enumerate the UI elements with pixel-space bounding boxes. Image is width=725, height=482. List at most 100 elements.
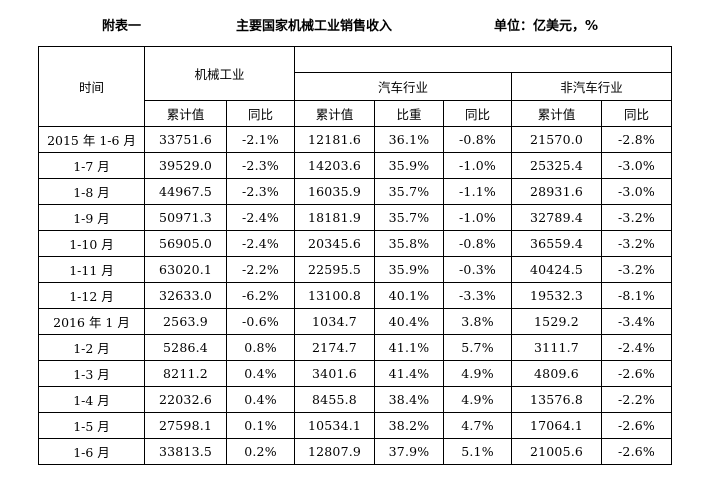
table-row: 1-4 月 22032.6 0.4% 8455.8 38.4% 4.9% 13576.8 -2… xyxy=(38,386,672,413)
cell-non-auto-cum: 13576.8 xyxy=(511,386,602,413)
header-auto-yoy: 同比 xyxy=(443,100,512,127)
cell-machinery-yoy: -2.3% xyxy=(226,178,295,205)
cell-auto-cum: 8455.8 xyxy=(294,386,375,413)
cell-non-auto-cum: 1529.2 xyxy=(511,308,602,335)
cell-auto-share: 38.4% xyxy=(374,386,444,413)
cell-non-auto-yoy: -2.4% xyxy=(601,334,672,361)
cell-machinery-cum: 8211.2 xyxy=(144,360,227,387)
cell-auto-yoy: -1.0% xyxy=(443,204,512,231)
cell-auto-cum: 2174.7 xyxy=(294,334,375,361)
cell-machinery-yoy: 0.4% xyxy=(226,360,295,387)
header-non-auto: 非汽车行业 xyxy=(511,72,672,101)
cell-machinery-cum: 22032.6 xyxy=(144,386,227,413)
cell-machinery-yoy: -2.2% xyxy=(226,256,295,283)
cell-auto-yoy: -0.3% xyxy=(443,256,512,283)
cell-time: 1-5 月 xyxy=(38,412,145,439)
cell-non-auto-cum: 17064.1 xyxy=(511,412,602,439)
cell-machinery-yoy: -2.1% xyxy=(226,126,295,153)
cell-non-auto-yoy: -2.6% xyxy=(601,438,672,465)
cell-auto-cum: 3401.6 xyxy=(294,360,375,387)
cell-machinery-cum: 56905.0 xyxy=(144,230,227,257)
cell-time: 2015 年 1-6 月 xyxy=(38,126,145,153)
cell-non-auto-yoy: -3.2% xyxy=(601,230,672,257)
table-caption: 附表一 主要国家机械工业销售收入 单位：亿美元，% xyxy=(0,0,725,46)
cell-machinery-yoy: 0.2% xyxy=(226,438,295,465)
cell-machinery-yoy: 0.8% xyxy=(226,334,295,361)
cell-non-auto-cum: 25325.4 xyxy=(511,152,602,179)
table-row: 1-11 月 63020.1 -2.2% 22595.5 35.9% -0.3% 40424… xyxy=(38,256,672,283)
cell-machinery-cum: 39529.0 xyxy=(144,152,227,179)
cell-machinery-yoy: -0.6% xyxy=(226,308,295,335)
cell-non-auto-yoy: -2.2% xyxy=(601,386,672,413)
cell-non-auto-yoy: -8.1% xyxy=(601,282,672,309)
table-row: 1-5 月 27598.1 0.1% 10534.1 38.2% 4.7% 17064.1-… xyxy=(38,412,672,439)
cell-non-auto-yoy: -2.6% xyxy=(601,360,672,387)
cell-machinery-cum: 44967.5 xyxy=(144,178,227,205)
cell-auto-share: 40.4% xyxy=(374,308,444,335)
cell-auto-share: 40.1% xyxy=(374,282,444,309)
cell-time: 1-2 月 xyxy=(38,334,145,361)
cell-non-auto-cum: 32789.4 xyxy=(511,204,602,231)
cell-auto-cum: 18181.9 xyxy=(294,204,375,231)
cell-auto-yoy: -3.3% xyxy=(443,282,512,309)
header-non-auto-yoy: 同比 xyxy=(601,100,672,127)
table-title: 主要国家机械工业销售收入 xyxy=(236,19,393,34)
cell-machinery-yoy: -6.2% xyxy=(226,282,295,309)
cell-auto-yoy: 5.1% xyxy=(443,438,512,465)
table-row: 1-3 月 8211.2 0.4% 3401.6 41.4% 4.9% 4809.6 -2.6… xyxy=(38,360,672,387)
header-time: 时间 xyxy=(38,46,145,127)
cell-non-auto-yoy: -2.8% xyxy=(601,126,672,153)
cell-time: 2016 年 1 月 xyxy=(38,308,145,335)
cell-machinery-cum: 2563.9 xyxy=(144,308,227,335)
cell-auto-yoy: 4.9% xyxy=(443,360,512,387)
sales-revenue-table: 时间 机械工业 汽车行业 非汽车行业 累计值 同比 累计值 比重 同比 累计值 … xyxy=(38,45,672,465)
unit-label: 单位：亿美元，% xyxy=(494,19,599,34)
cell-auto-yoy: 4.7% xyxy=(443,412,512,439)
cell-auto-share: 35.8% xyxy=(374,230,444,257)
header-auto-share: 比重 xyxy=(374,100,444,127)
cell-machinery-cum: 63020.1 xyxy=(144,256,227,283)
cell-auto-yoy: -1.0% xyxy=(443,152,512,179)
cell-non-auto-yoy: -2.6% xyxy=(601,412,672,439)
cell-auto-share: 41.4% xyxy=(374,360,444,387)
cell-time: 1-6 月 xyxy=(38,438,145,465)
cell-auto-cum: 13100.8 xyxy=(294,282,375,309)
cell-auto-cum: 10534.1 xyxy=(294,412,375,439)
cell-auto-share: 35.7% xyxy=(374,204,444,231)
cell-non-auto-cum: 40424.5 xyxy=(511,256,602,283)
cell-auto-share: 37.9% xyxy=(374,438,444,465)
table-row: 1-2 月 5286.4 0.8% 2174.7 41.1% 5.7% 3111.7 -2.4… xyxy=(38,334,672,361)
table-row: 2016 年 1 月 2563.9 -0.6% 1034.7 40.4% 3.8% 1529… xyxy=(38,308,672,335)
cell-machinery-yoy: 0.1% xyxy=(226,412,295,439)
cell-auto-yoy: -0.8% xyxy=(443,230,512,257)
table-row: 2015 年 1-6 月 33751.6 -2.1% 12181.6 36.1% -0.8… xyxy=(38,126,672,153)
cell-auto-yoy: 3.8% xyxy=(443,308,512,335)
cell-non-auto-yoy: -3.2% xyxy=(601,256,672,283)
cell-non-auto-cum: 3111.7 xyxy=(511,334,602,361)
cell-machinery-cum: 50971.3 xyxy=(144,204,227,231)
cell-time: 1-11 月 xyxy=(38,256,145,283)
cell-auto-cum: 20345.6 xyxy=(294,230,375,257)
cell-time: 1-4 月 xyxy=(38,386,145,413)
cell-auto-cum: 12807.9 xyxy=(294,438,375,465)
cell-auto-cum: 22595.5 xyxy=(294,256,375,283)
cell-non-auto-cum: 19532.3 xyxy=(511,282,602,309)
cell-auto-yoy: 5.7% xyxy=(443,334,512,361)
cell-auto-cum: 1034.7 xyxy=(294,308,375,335)
cell-non-auto-yoy: -3.2% xyxy=(601,204,672,231)
header-machinery-yoy: 同比 xyxy=(226,100,295,127)
cell-time: 1-7 月 xyxy=(38,152,145,179)
cell-auto-cum: 16035.9 xyxy=(294,178,375,205)
cell-time: 1-10 月 xyxy=(38,230,145,257)
header-auto: 汽车行业 xyxy=(294,72,512,101)
cell-time: 1-12 月 xyxy=(38,282,145,309)
cell-machinery-yoy: -2.4% xyxy=(226,230,295,257)
header-auto-cum: 累计值 xyxy=(294,100,375,127)
cell-auto-cum: 14203.6 xyxy=(294,152,375,179)
table-row: 1-9 月 50971.3 -2.4% 18181.9 35.7% -1.0% 32789.… xyxy=(38,204,672,231)
cell-auto-yoy: -1.1% xyxy=(443,178,512,205)
cell-auto-share: 35.9% xyxy=(374,256,444,283)
cell-machinery-cum: 33813.5 xyxy=(144,438,227,465)
cell-time: 1-9 月 xyxy=(38,204,145,231)
appendix-label: 附表一 xyxy=(102,19,142,34)
